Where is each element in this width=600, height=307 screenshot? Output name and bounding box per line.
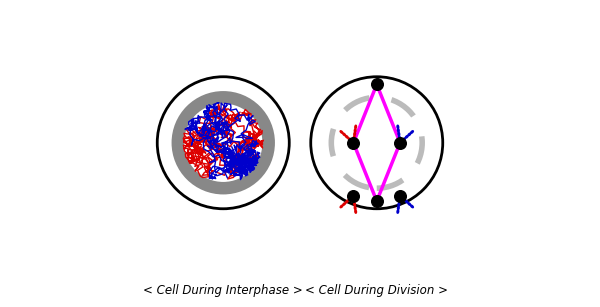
Text: < Cell During Interphase >: < Cell During Interphase > xyxy=(143,284,303,297)
Point xyxy=(395,193,405,198)
Point xyxy=(349,193,358,198)
Point xyxy=(349,140,358,145)
Point xyxy=(395,140,405,145)
Point xyxy=(372,82,382,87)
Text: < Cell During Division >: < Cell During Division > xyxy=(305,284,448,297)
Point xyxy=(372,199,382,204)
